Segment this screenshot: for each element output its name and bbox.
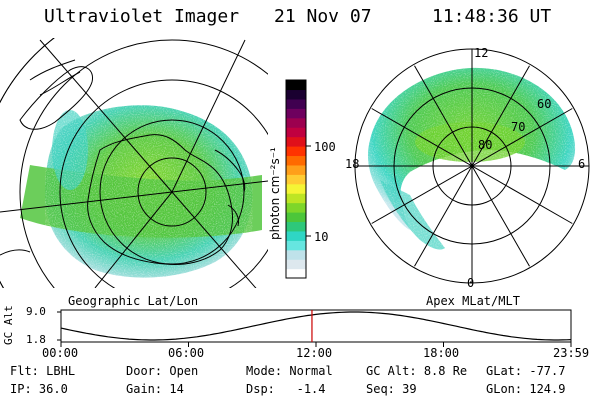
seq-field: Seq: 39 bbox=[366, 382, 417, 396]
gc-alt-field: GC Alt: 8.8 Re bbox=[366, 364, 468, 378]
gain-field: Gain: 14 bbox=[126, 382, 184, 396]
door-field: Door: Open bbox=[126, 364, 199, 378]
colorbar-block bbox=[286, 174, 306, 185]
timeline-x-tick-1800: 18:00 bbox=[423, 346, 460, 360]
left-lon-lines bbox=[0, 39, 268, 288]
colorbar-unit-label: photon cm⁻²s⁻¹ bbox=[268, 147, 282, 240]
timeline-x-tick-0000: 00:00 bbox=[42, 346, 79, 360]
apex-map bbox=[354, 48, 590, 284]
glat-field: GLat: -77.7 bbox=[486, 364, 566, 378]
colorbar-block bbox=[286, 108, 306, 119]
mlat-label-60: 60 bbox=[537, 97, 552, 111]
left-aurora-emission bbox=[20, 105, 262, 278]
colorbar-label-10: 10 bbox=[314, 230, 328, 244]
colorbar: 100 10 photon cm⁻²s⁻¹ bbox=[268, 79, 336, 279]
colorbar-block bbox=[286, 259, 306, 270]
colorbar-block bbox=[286, 164, 306, 175]
timeline-plot bbox=[57, 309, 572, 347]
colorbar-block bbox=[286, 221, 306, 232]
filter-field: Flt: LBHL bbox=[10, 364, 76, 378]
altitude-curve bbox=[60, 311, 572, 341]
mlt-label-18: 18 bbox=[345, 157, 360, 171]
colorbar-blocks bbox=[286, 80, 306, 279]
right-map-caption: Apex MLat/MLT bbox=[426, 294, 520, 308]
colorbar-block bbox=[286, 146, 306, 157]
colorbar-block bbox=[286, 193, 306, 204]
timeline-y-tick-high: 9.0 bbox=[26, 305, 46, 318]
colorbar-block bbox=[286, 249, 306, 260]
instrument-title: Ultraviolet Imager bbox=[44, 6, 240, 27]
colorbar-block bbox=[286, 80, 306, 91]
observation-time: 11:48:36 UT bbox=[432, 6, 552, 27]
colorbar-block bbox=[286, 240, 306, 251]
left-map-caption: Geographic Lat/Lon bbox=[68, 294, 199, 308]
colorbar-label-100: 100 bbox=[314, 140, 336, 154]
timeline-x-tick-2359: 23:59 bbox=[553, 346, 590, 360]
glon-field: GLon: 124.9 bbox=[486, 382, 566, 396]
left-coastlines bbox=[0, 59, 246, 265]
colorbar-block bbox=[286, 127, 306, 138]
timeline-x-tick-0600: 06:00 bbox=[168, 346, 205, 360]
timeline-ticks bbox=[60, 342, 572, 347]
right-mlt-lines bbox=[355, 49, 589, 283]
geographic-map bbox=[0, 38, 268, 288]
mlt-label-12: 12 bbox=[474, 46, 489, 60]
colorbar-block bbox=[286, 117, 306, 128]
dsp-field: Dsp: -1.4 bbox=[246, 382, 326, 396]
mlat-label-80: 80 bbox=[478, 138, 493, 152]
colorbar-block bbox=[286, 136, 306, 147]
colorbar-frame bbox=[285, 79, 307, 279]
colorbar-block bbox=[286, 230, 306, 241]
colorbar-block bbox=[286, 89, 306, 100]
colorbar-block bbox=[286, 183, 306, 194]
colorbar-block bbox=[286, 98, 306, 109]
timeline-y-label: GC Alt bbox=[2, 305, 15, 345]
mlt-label-0: 0 bbox=[467, 276, 475, 290]
colorbar-block bbox=[286, 268, 306, 279]
mlt-label-6: 6 bbox=[578, 157, 586, 171]
timeline-x-tick-1200: 12:00 bbox=[296, 346, 333, 360]
mode-field: Mode: Normal bbox=[246, 364, 333, 378]
timeline-frame bbox=[60, 309, 572, 343]
colorbar-block bbox=[286, 202, 306, 213]
mlat-label-70: 70 bbox=[511, 120, 526, 134]
colorbar-block bbox=[286, 155, 306, 166]
timeline-y-tick-low: 1.8 bbox=[26, 333, 46, 346]
ip-field: IP: 36.0 bbox=[10, 382, 68, 396]
observation-date: 21 Nov 07 bbox=[274, 6, 372, 27]
colorbar-block bbox=[286, 212, 306, 223]
